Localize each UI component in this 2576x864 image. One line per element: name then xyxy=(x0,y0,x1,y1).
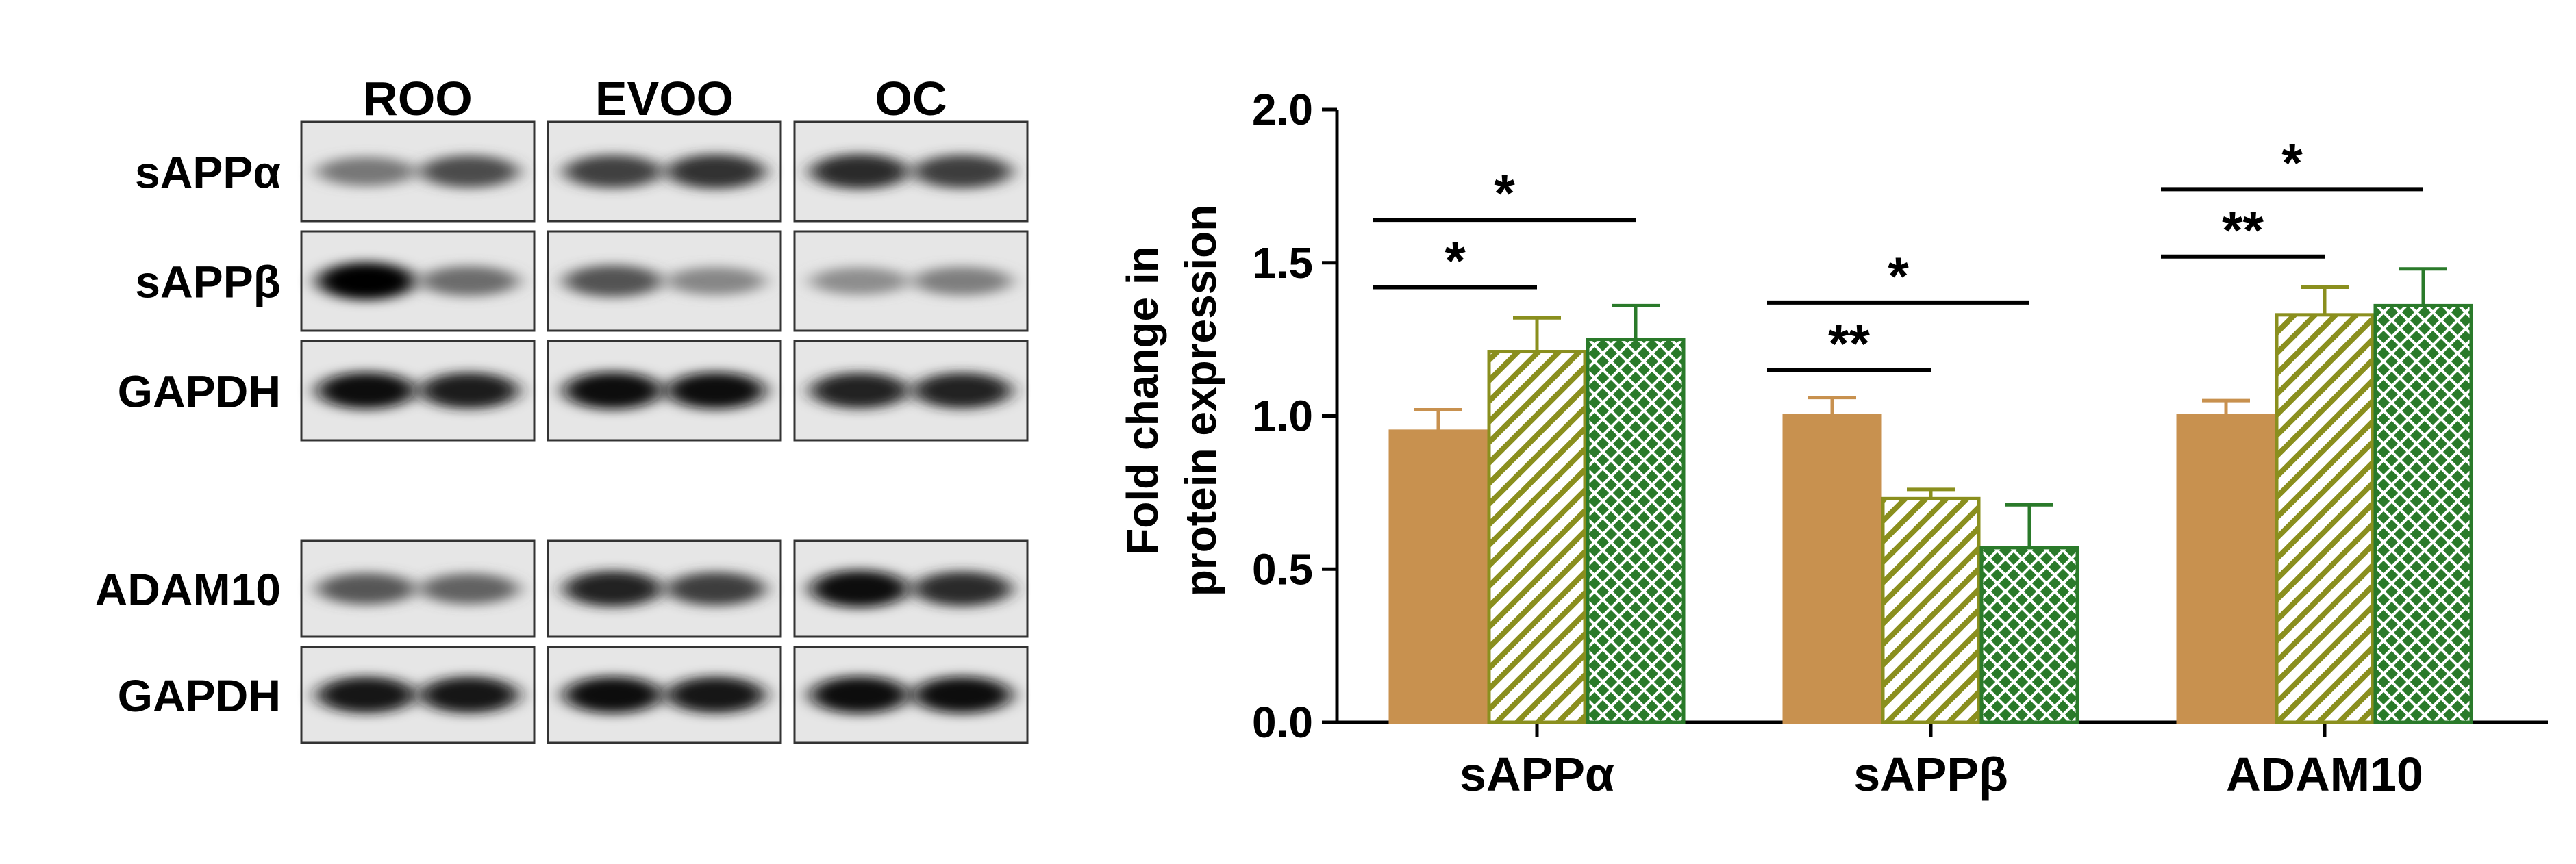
blot-box xyxy=(300,646,536,744)
blot-box xyxy=(300,539,536,638)
blot-band xyxy=(913,676,1012,714)
blot-band xyxy=(666,676,765,713)
blot-band xyxy=(666,154,765,189)
bar xyxy=(1487,350,1587,724)
western-blot-panel: ROO EVOO OC sAPPα sAPPβ GAPDH ADAM10 GAPDH xyxy=(95,72,1029,744)
blot-band xyxy=(810,570,909,608)
blot-band xyxy=(913,266,1012,296)
blot-column-label: OC xyxy=(875,72,947,125)
blot-band xyxy=(810,372,909,409)
x-tick-label: ADAM10 xyxy=(2226,748,2423,801)
blot-box xyxy=(547,646,782,744)
blot-row-label: GAPDH xyxy=(118,366,281,417)
bar xyxy=(1881,496,1981,724)
blot-band xyxy=(666,372,765,409)
y-tick-label: 1.5 xyxy=(1252,238,1313,288)
significance-label: * xyxy=(2281,132,2303,192)
blot-band xyxy=(420,573,518,605)
x-tick-label: sAPPβ xyxy=(1853,748,2008,801)
blot-column-label: EVOO xyxy=(595,72,734,125)
blot-band xyxy=(317,262,416,301)
bar xyxy=(1388,429,1488,724)
blot-row-label: sAPPα xyxy=(135,147,281,198)
blot-band xyxy=(913,154,1012,189)
blot-row-label: ADAM10 xyxy=(95,564,281,615)
blot-row-label: sAPPβ xyxy=(135,257,281,307)
blot-band xyxy=(317,572,416,605)
blot-band xyxy=(666,266,765,296)
blot-band xyxy=(913,571,1012,607)
blot-band xyxy=(564,676,662,714)
y-tick-label: 1.0 xyxy=(1252,392,1313,441)
blot-box xyxy=(547,120,782,223)
bar xyxy=(1782,414,1882,724)
blot-box xyxy=(793,230,1029,332)
blot-band xyxy=(564,570,662,607)
x-axis: sAPPα sAPPβ ADAM10 xyxy=(1337,720,2548,801)
blot-column-label: ROO xyxy=(363,72,472,125)
blot-band xyxy=(564,265,662,297)
significance-label: ** xyxy=(2222,200,2264,260)
significance-annotations: ******** xyxy=(1373,132,2423,373)
significance-label: * xyxy=(1888,246,1909,306)
blot-band xyxy=(420,372,518,409)
bars xyxy=(1388,267,2473,724)
y-axis: 0.0 0.5 1.0 1.5 2.0 xyxy=(1252,85,1339,747)
blot-box xyxy=(793,539,1029,638)
blot-band xyxy=(810,267,909,295)
blot-band xyxy=(810,676,909,714)
blot-box xyxy=(300,340,536,442)
blot-band xyxy=(317,372,416,409)
significance-label: ** xyxy=(1828,313,1870,373)
blot-band xyxy=(564,372,662,409)
y-axis-label-line2: protein expression xyxy=(1176,205,1225,597)
y-tick-label: 0.5 xyxy=(1252,544,1313,594)
bar xyxy=(1586,338,1686,724)
blot-band xyxy=(666,572,765,606)
bar xyxy=(2275,313,2375,724)
blot-box xyxy=(547,539,782,638)
y-tick-label: 0.0 xyxy=(1252,698,1313,747)
blot-band xyxy=(420,676,518,713)
x-tick-label: sAPPα xyxy=(1460,748,1614,801)
bar xyxy=(2373,303,2473,724)
blot-band xyxy=(564,155,662,188)
blot-band xyxy=(420,155,518,188)
blot-box xyxy=(547,340,782,442)
bar-chart: 0.00.51.01.52.0 sAPPα sAPPβ ADAM10 *******… xyxy=(1118,85,2548,801)
significance-label: * xyxy=(1494,163,1515,223)
bar xyxy=(1979,546,2079,724)
blot-band xyxy=(317,676,416,713)
significance-label: * xyxy=(1445,231,1466,291)
blot-band xyxy=(317,157,416,186)
blot-box xyxy=(793,120,1029,223)
blot-box xyxy=(793,646,1029,744)
blot-box xyxy=(793,340,1029,442)
y-axis-label-line1: Fold change in xyxy=(1118,246,1167,555)
blot-box xyxy=(300,120,536,223)
blot-row-label: GAPDH xyxy=(118,670,281,721)
blot-box xyxy=(300,230,536,332)
blot-band xyxy=(913,372,1012,409)
y-tick-label: 2.0 xyxy=(1252,85,1313,134)
blot-band xyxy=(420,266,518,296)
blot-box xyxy=(547,230,782,332)
blot-band xyxy=(810,153,909,190)
bar xyxy=(2176,414,2276,724)
